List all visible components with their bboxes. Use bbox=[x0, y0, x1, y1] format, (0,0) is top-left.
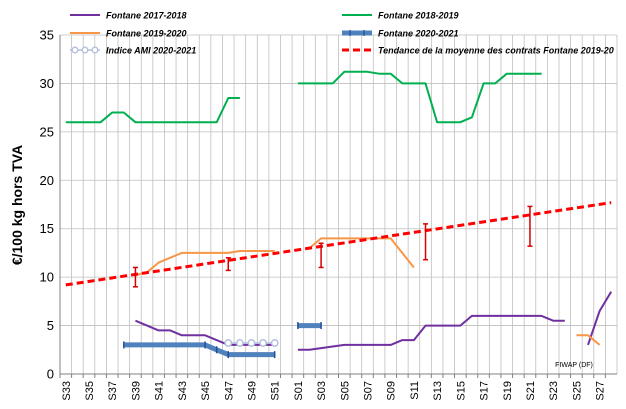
legend-item-fontane-2017-2018: Fontane 2017-2018 bbox=[70, 11, 187, 21]
y-tick-labels: 0 5 10 15 20 25 30 35 bbox=[40, 28, 54, 382]
y-tick-label: 10 bbox=[40, 270, 54, 285]
x-tick-label: S43 bbox=[177, 381, 189, 401]
x-tick-label: S37 bbox=[107, 381, 119, 401]
error-bar bbox=[423, 223, 429, 261]
y-tick-label: 35 bbox=[40, 28, 54, 43]
legend-marker bbox=[71, 46, 79, 54]
data-point bbox=[224, 339, 233, 347]
x-tick-label: S27 bbox=[595, 381, 607, 401]
y-tick-label: 30 bbox=[40, 76, 54, 91]
data-point bbox=[259, 339, 268, 347]
legend-label: Fontane 2017-2018 bbox=[106, 11, 187, 21]
x-tick-label: S15 bbox=[455, 381, 467, 401]
data-point bbox=[235, 339, 244, 347]
legend-label: Fontane 2019-2020 bbox=[106, 29, 187, 39]
error-bar bbox=[318, 242, 324, 269]
x-tick-label: S17 bbox=[479, 381, 491, 401]
x-tick-label: S03 bbox=[316, 381, 328, 401]
series-line bbox=[587, 291, 613, 346]
x-tick-label: S25 bbox=[571, 381, 583, 401]
legend-item-fontane-2020-2021: Fontane 2020-2021 bbox=[342, 29, 459, 39]
y-tick-label: 5 bbox=[47, 318, 54, 333]
x-tick-label: S45 bbox=[200, 381, 212, 401]
y-tick-label: 0 bbox=[47, 367, 54, 382]
x-tick-label: S35 bbox=[84, 381, 96, 401]
series-fontane-2018-2019 bbox=[65, 70, 542, 124]
series-line bbox=[576, 334, 601, 346]
error-bar bbox=[225, 257, 231, 272]
error-bar bbox=[527, 205, 533, 247]
x-tick-label: S07 bbox=[363, 381, 375, 401]
series-line bbox=[308, 237, 415, 269]
x-tick-label: S13 bbox=[432, 381, 444, 401]
legend-item-fontane-2018-2019: Fontane 2018-2019 bbox=[342, 11, 459, 21]
series-line bbox=[65, 201, 612, 287]
gridlines bbox=[59, 34, 618, 378]
legend-label: Indice AMI 2020-2021 bbox=[106, 46, 196, 56]
x-tick-label: S51 bbox=[270, 381, 282, 401]
series-line bbox=[297, 70, 542, 124]
x-tick-label: S39 bbox=[130, 381, 142, 401]
y-tick-label: 20 bbox=[40, 173, 54, 188]
x-tick-label: S19 bbox=[502, 381, 514, 401]
series-tendance-de-la-moyenne-des-contrats-fontane-2019-20 bbox=[65, 201, 612, 287]
x-tick-label: S09 bbox=[386, 381, 398, 401]
legend-item-indice-ami-2020-2021: Indice AMI 2020-2021 bbox=[70, 46, 196, 56]
legend-item-fontane-2019-2020: Fontane 2019-2020 bbox=[70, 29, 187, 39]
legend-label: Tendance de la moyenne des contrats Font… bbox=[378, 46, 614, 56]
series-group bbox=[65, 70, 613, 359]
error-bars bbox=[132, 205, 533, 288]
x-tick-label: S01 bbox=[293, 381, 305, 401]
y-tick-label: 25 bbox=[40, 124, 54, 139]
legend-label: Fontane 2018-2019 bbox=[378, 11, 459, 21]
legend-item-tendance-de-la-moyenne-des-contrats-fontane-2019-20: Tendance de la moyenne des contrats Font… bbox=[342, 46, 614, 56]
legend-label: Fontane 2020-2021 bbox=[378, 29, 459, 39]
x-tick-label: S47 bbox=[223, 381, 235, 401]
x-tick-label: S11 bbox=[409, 381, 421, 400]
x-tick-label: S49 bbox=[246, 381, 258, 401]
x-tick-labels: S33 S35 S37 S39 S41 S43 S45 S47 S49 S51 S01 S03 S05 S… bbox=[61, 381, 607, 401]
x-tick-label: S33 bbox=[61, 381, 73, 401]
series-indice-ami-2020-2021 bbox=[224, 339, 279, 347]
series-line bbox=[297, 314, 565, 351]
error-bar bbox=[132, 266, 138, 288]
y-axis-label: €/100 kg hors TVA bbox=[9, 145, 25, 265]
legend-marker bbox=[81, 46, 89, 54]
credit-label: FIWAP (DF) bbox=[555, 362, 593, 369]
legend-marker bbox=[91, 46, 99, 54]
x-tick-label: S23 bbox=[548, 381, 560, 401]
x-tick-label: S41 bbox=[154, 381, 166, 401]
series-line bbox=[65, 97, 240, 124]
data-point bbox=[247, 339, 256, 347]
x-tick-label: S05 bbox=[339, 381, 351, 401]
y-tick-label: 15 bbox=[40, 221, 54, 236]
x-tick-label: S21 bbox=[525, 381, 537, 401]
legend: Fontane 2017-2018 Fontane 2018-2019 Fontan… bbox=[70, 11, 614, 56]
data-point bbox=[270, 339, 279, 347]
series-fontane-2020-2021 bbox=[123, 322, 322, 359]
